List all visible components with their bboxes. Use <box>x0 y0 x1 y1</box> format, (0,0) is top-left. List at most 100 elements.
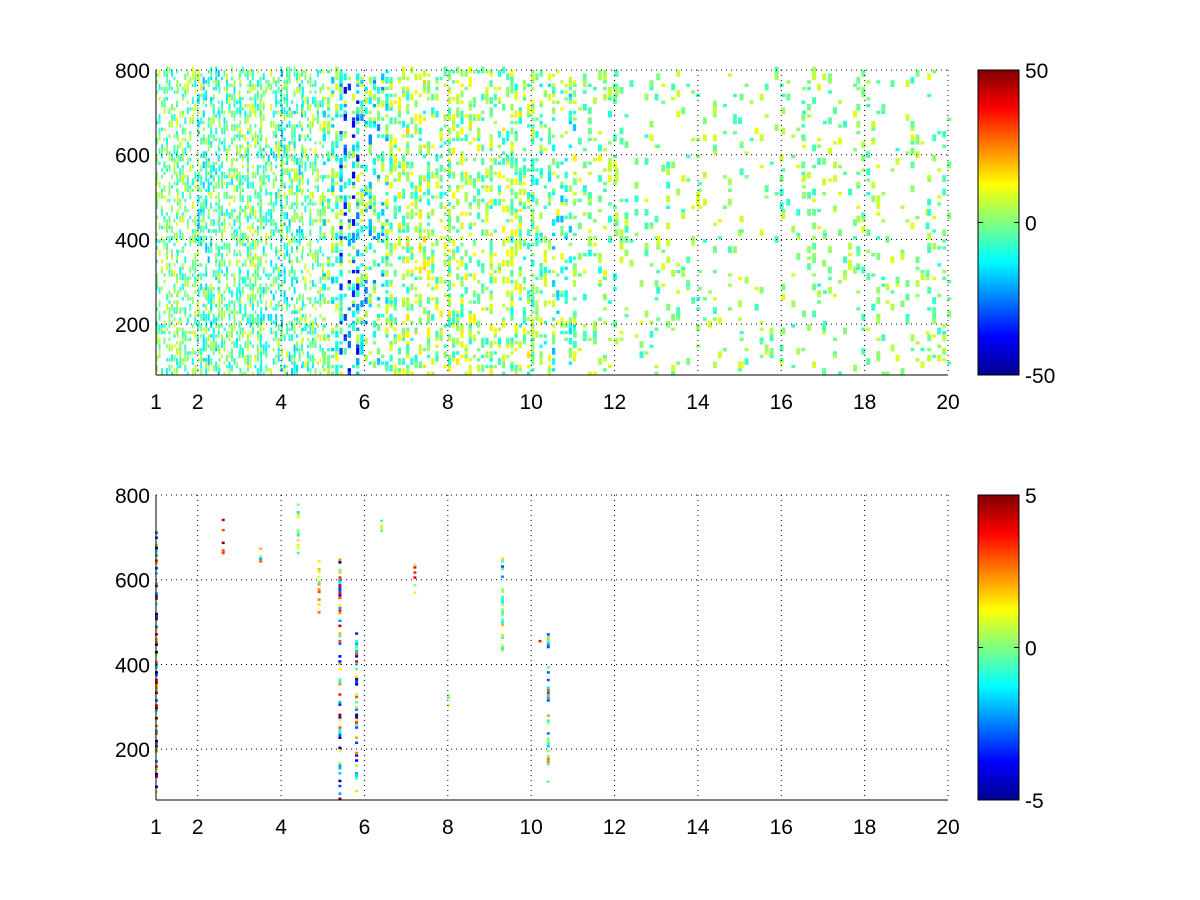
heatmap-cell <box>176 171 178 179</box>
heatmap-cell <box>552 232 556 237</box>
heatmap-cell <box>356 327 360 331</box>
heatmap-cell <box>262 100 265 104</box>
heatmap-cell <box>881 192 886 196</box>
heatmap-cell <box>506 219 510 223</box>
heatmap-cell <box>212 93 215 98</box>
heatmap-cell <box>769 327 774 335</box>
heatmap-cell <box>161 327 163 331</box>
heatmap-cell <box>356 161 360 169</box>
heatmap-cell <box>223 371 226 375</box>
heatmap-cell <box>262 215 265 223</box>
heatmap-cell <box>531 137 535 145</box>
heatmap-cell <box>267 202 270 206</box>
heatmap-cell <box>372 236 377 240</box>
heatmap-cell <box>807 192 812 199</box>
heatmap-cell <box>546 699 550 702</box>
heatmap-cell <box>309 239 312 247</box>
heatmap-cell <box>171 114 173 121</box>
heatmap-cell <box>347 178 351 186</box>
heatmap-cell <box>316 185 319 192</box>
heatmap-cell <box>218 368 221 372</box>
heatmap-cell <box>298 293 301 301</box>
heatmap-cell <box>283 144 286 152</box>
heatmap-cell <box>707 290 712 294</box>
heatmap-cell <box>472 158 477 162</box>
heatmap-cell <box>293 351 296 355</box>
heatmap-cell <box>301 347 304 352</box>
heatmap-cell <box>202 215 205 223</box>
heatmap-cell <box>497 154 502 159</box>
heatmap-cell <box>535 286 539 291</box>
heatmap-cell <box>712 297 717 301</box>
heatmap-cell <box>317 603 321 606</box>
heatmap-cell <box>197 290 200 298</box>
heatmap-cell <box>205 90 208 98</box>
heatmap-cell <box>331 297 335 301</box>
heatmap-cell <box>385 280 389 287</box>
heatmap-cell <box>431 93 435 101</box>
heatmap-cell <box>309 249 312 253</box>
heatmap-cell <box>861 314 866 321</box>
heatmap-cell <box>239 192 242 196</box>
heatmap-cell <box>696 324 701 331</box>
heatmap-cell <box>316 300 319 304</box>
heatmap-cell <box>338 589 342 592</box>
heatmap-cell <box>265 137 268 145</box>
heatmap-cell <box>249 242 252 247</box>
heatmap-cell <box>223 297 226 301</box>
heatmap-cell <box>546 686 550 689</box>
heatmap-cell <box>197 171 200 179</box>
heatmap-cell <box>197 263 200 267</box>
heatmap-cell <box>262 114 265 121</box>
heatmap-cell <box>156 232 158 237</box>
heatmap-cell <box>556 175 560 179</box>
heatmap-cell <box>301 127 304 131</box>
heatmap-cell <box>460 330 464 335</box>
heatmap-cell <box>293 286 296 294</box>
heatmap-cell <box>176 134 179 142</box>
heatmap-cell <box>207 334 210 342</box>
heatmap-cell <box>191 178 194 186</box>
heatmap-cell <box>696 137 701 142</box>
heatmap-cell <box>280 364 283 372</box>
heatmap-cell <box>260 222 263 230</box>
heatmap-cell <box>246 236 249 240</box>
heatmap-cell <box>301 314 304 318</box>
heatmap-cell <box>696 154 701 159</box>
heatmap-cell <box>304 154 307 159</box>
heatmap-cell <box>256 134 259 138</box>
heatmap-cell <box>927 93 932 98</box>
heatmap-cell <box>251 181 254 189</box>
heatmap-cell <box>338 624 342 628</box>
heatmap-cell <box>251 222 254 226</box>
heatmap-cell <box>249 225 252 233</box>
heatmap-cell <box>283 334 286 342</box>
heatmap-cell <box>184 290 187 298</box>
heatmap-cell <box>552 303 556 308</box>
heatmap-cell <box>335 354 339 362</box>
heatmap-cell <box>260 127 263 131</box>
heatmap-cell <box>173 344 176 348</box>
heatmap-cell <box>171 86 173 91</box>
heatmap-cell <box>194 70 197 74</box>
heatmap-cell <box>298 320 301 325</box>
heatmap-cell <box>196 198 199 206</box>
heatmap-cell <box>597 70 602 74</box>
heatmap-cell <box>270 120 273 125</box>
heatmap-cell <box>228 144 231 148</box>
heatmap-cell <box>163 273 166 277</box>
heatmap-cell <box>331 354 335 359</box>
heatmap-cell <box>296 511 300 514</box>
heatmap-cell <box>272 330 275 335</box>
heatmap-cell <box>338 716 342 719</box>
heatmap-cell <box>246 175 249 182</box>
heatmap-cell <box>168 120 171 128</box>
heatmap-cell <box>277 188 280 192</box>
heatmap-cell <box>191 83 194 87</box>
heatmap-cell <box>259 368 262 375</box>
heatmap-cell <box>163 103 166 108</box>
heatmap-cell <box>218 208 221 213</box>
heatmap-cell <box>200 168 203 172</box>
heatmap-cell <box>506 73 510 81</box>
heatmap-cell <box>314 249 317 257</box>
